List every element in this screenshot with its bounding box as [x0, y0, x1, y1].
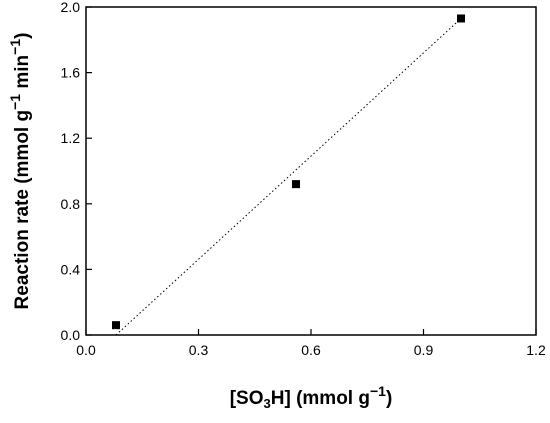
- y-tick-label: 0.0: [61, 327, 81, 343]
- points-layer: [112, 14, 465, 330]
- x-tick-label: 1.2: [526, 342, 546, 358]
- data-point: [457, 14, 465, 23]
- data-point: [292, 180, 300, 189]
- fit-line: [115, 18, 462, 336]
- plot-frame: [85, 6, 537, 336]
- y-tick-label: 0.8: [61, 196, 81, 212]
- x-tick-label: 0.3: [189, 342, 209, 358]
- y-tick-label: 1.2: [61, 130, 81, 146]
- ticks-layer: 0.0 0.3 0.6 0.9 1.2 0.0 0.4 0.8 1.2 1.6 2.0: [61, 0, 546, 358]
- y-tick-label: 0.4: [61, 261, 81, 277]
- y-axis-label: Reaction rate (mmol g−1 min−1): [7, 33, 33, 310]
- x-tick-label: 0.6: [301, 342, 321, 358]
- y-tick-label: 1.6: [61, 65, 81, 81]
- x-tick-label: 0.9: [414, 342, 434, 358]
- x-tick-label: 0.0: [76, 342, 96, 358]
- fit-layer: [115, 18, 462, 336]
- data-point: [112, 321, 120, 330]
- y-tick-label: 2.0: [61, 0, 81, 15]
- x-axis-label: [SO3H] (mmol g−1): [230, 383, 393, 411]
